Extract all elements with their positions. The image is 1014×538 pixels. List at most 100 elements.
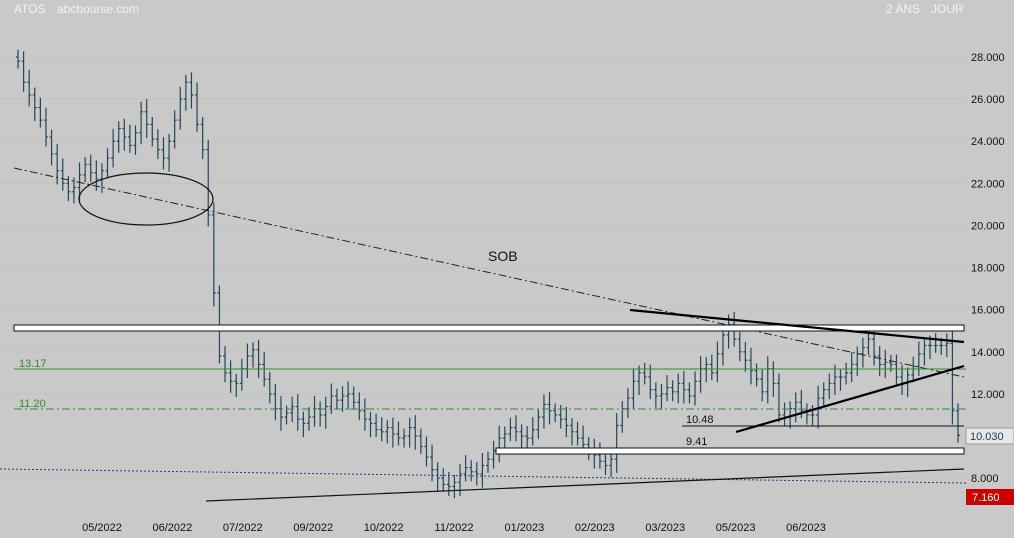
price-bar [71, 177, 76, 204]
price-bar [385, 420, 390, 444]
y-axis: 28.000 26.000 24.000 22.000 20.000 18.000 16.0… [971, 52, 1005, 485]
period-label[interactable]: 2 ANS [886, 2, 921, 16]
price-bar [284, 405, 289, 425]
price-bar [306, 407, 311, 431]
price-bar [748, 347, 753, 385]
price-bar [301, 411, 306, 438]
price-bar [161, 137, 166, 170]
price-bar [637, 365, 642, 395]
price-bar [530, 417, 535, 446]
chart-symbol: ATOS [14, 2, 46, 16]
price-bar [950, 330, 955, 425]
price-bar [653, 382, 658, 408]
price-bar [760, 369, 765, 402]
price-bar [872, 331, 877, 366]
price-bar [323, 396, 328, 429]
price-bar [167, 133, 172, 172]
price-bar [743, 341, 748, 372]
y-tick-label: 14.000 [971, 347, 1005, 359]
price-bar [223, 346, 228, 383]
price-bar [245, 343, 250, 379]
price-bar [329, 383, 334, 414]
price-bar [614, 413, 619, 473]
price-bar [709, 354, 714, 381]
y-tick-label: 28.000 [971, 52, 1005, 64]
price-bar [183, 74, 188, 111]
chart-drawings [0, 167, 967, 502]
price-bar [88, 154, 93, 183]
price-bar [474, 461, 479, 486]
price-bar [849, 351, 854, 383]
x-tick-label: 07/2022 [223, 522, 263, 534]
y-tick-label: 26.000 [971, 94, 1005, 106]
price-bar [178, 86, 183, 130]
price-bar [883, 349, 888, 379]
price-bar [16, 49, 20, 69]
grid-lines [0, 56, 966, 479]
price-bar [877, 346, 882, 376]
price-bar [810, 405, 815, 427]
price-bar [43, 107, 48, 147]
price-bar [111, 128, 116, 168]
x-tick-label: 01/2023 [505, 522, 545, 534]
price-bar [133, 125, 138, 155]
x-axis: 05/2022 06/2022 07/2022 09/2022 10/2022 11/20… [82, 522, 826, 534]
price-bar [597, 442, 602, 469]
price-bar [362, 398, 367, 431]
price-bar [105, 148, 110, 179]
price-bar [150, 117, 155, 147]
level-9-41-label: 9.41 [686, 436, 707, 448]
price-bar [944, 333, 949, 358]
price-bar [267, 371, 272, 404]
price-bar [21, 51, 26, 92]
price-bar [855, 346, 860, 376]
price-bar [374, 413, 379, 438]
price-bar [458, 464, 463, 497]
price-bar [804, 403, 809, 425]
price-bar [631, 368, 636, 410]
price-bar [486, 451, 490, 473]
price-bar [469, 460, 474, 482]
price-bar [844, 362, 849, 385]
price-bar [676, 373, 681, 404]
price-bar [38, 97, 43, 128]
price-bar [782, 402, 787, 427]
price-bar [894, 354, 899, 387]
price-bar [413, 415, 418, 450]
price-bar [933, 333, 938, 353]
price-bar [704, 357, 709, 383]
price-bar [564, 406, 569, 438]
triangle-lower-line [735, 364, 965, 434]
long-term-trendline [205, 468, 965, 502]
x-tick-label: 03/2023 [645, 522, 685, 534]
y-tick-label: 16.000 [971, 305, 1005, 317]
price-bar [491, 440, 496, 469]
price-bar [681, 370, 686, 404]
price-bar [206, 139, 211, 227]
price-bar [569, 418, 574, 446]
price-bar [407, 417, 412, 448]
price-bar [575, 421, 580, 446]
price-bar [295, 394, 300, 431]
price-bar [860, 337, 865, 368]
price-bar [435, 462, 440, 492]
breakdown-ellipse [78, 172, 214, 226]
price-bar [547, 391, 552, 425]
price-bar [665, 375, 670, 402]
price-bar [396, 421, 401, 446]
y-tick-label: 8.000 [971, 473, 999, 485]
resistance-zone [13, 324, 965, 332]
price-bar [379, 417, 384, 442]
interval-label[interactable]: JOUR [931, 2, 964, 16]
price-bar [922, 338, 927, 366]
y-tick-label: 12.000 [971, 389, 1005, 401]
price-bar [234, 373, 239, 398]
price-bar [127, 124, 132, 153]
price-bar [642, 362, 647, 385]
price-bar [765, 356, 770, 404]
price-bar [346, 381, 351, 410]
price-bar [172, 110, 177, 149]
price-bar [441, 468, 446, 492]
price-bar [737, 331, 742, 362]
level-13-17-label: 13.17 [19, 358, 47, 370]
